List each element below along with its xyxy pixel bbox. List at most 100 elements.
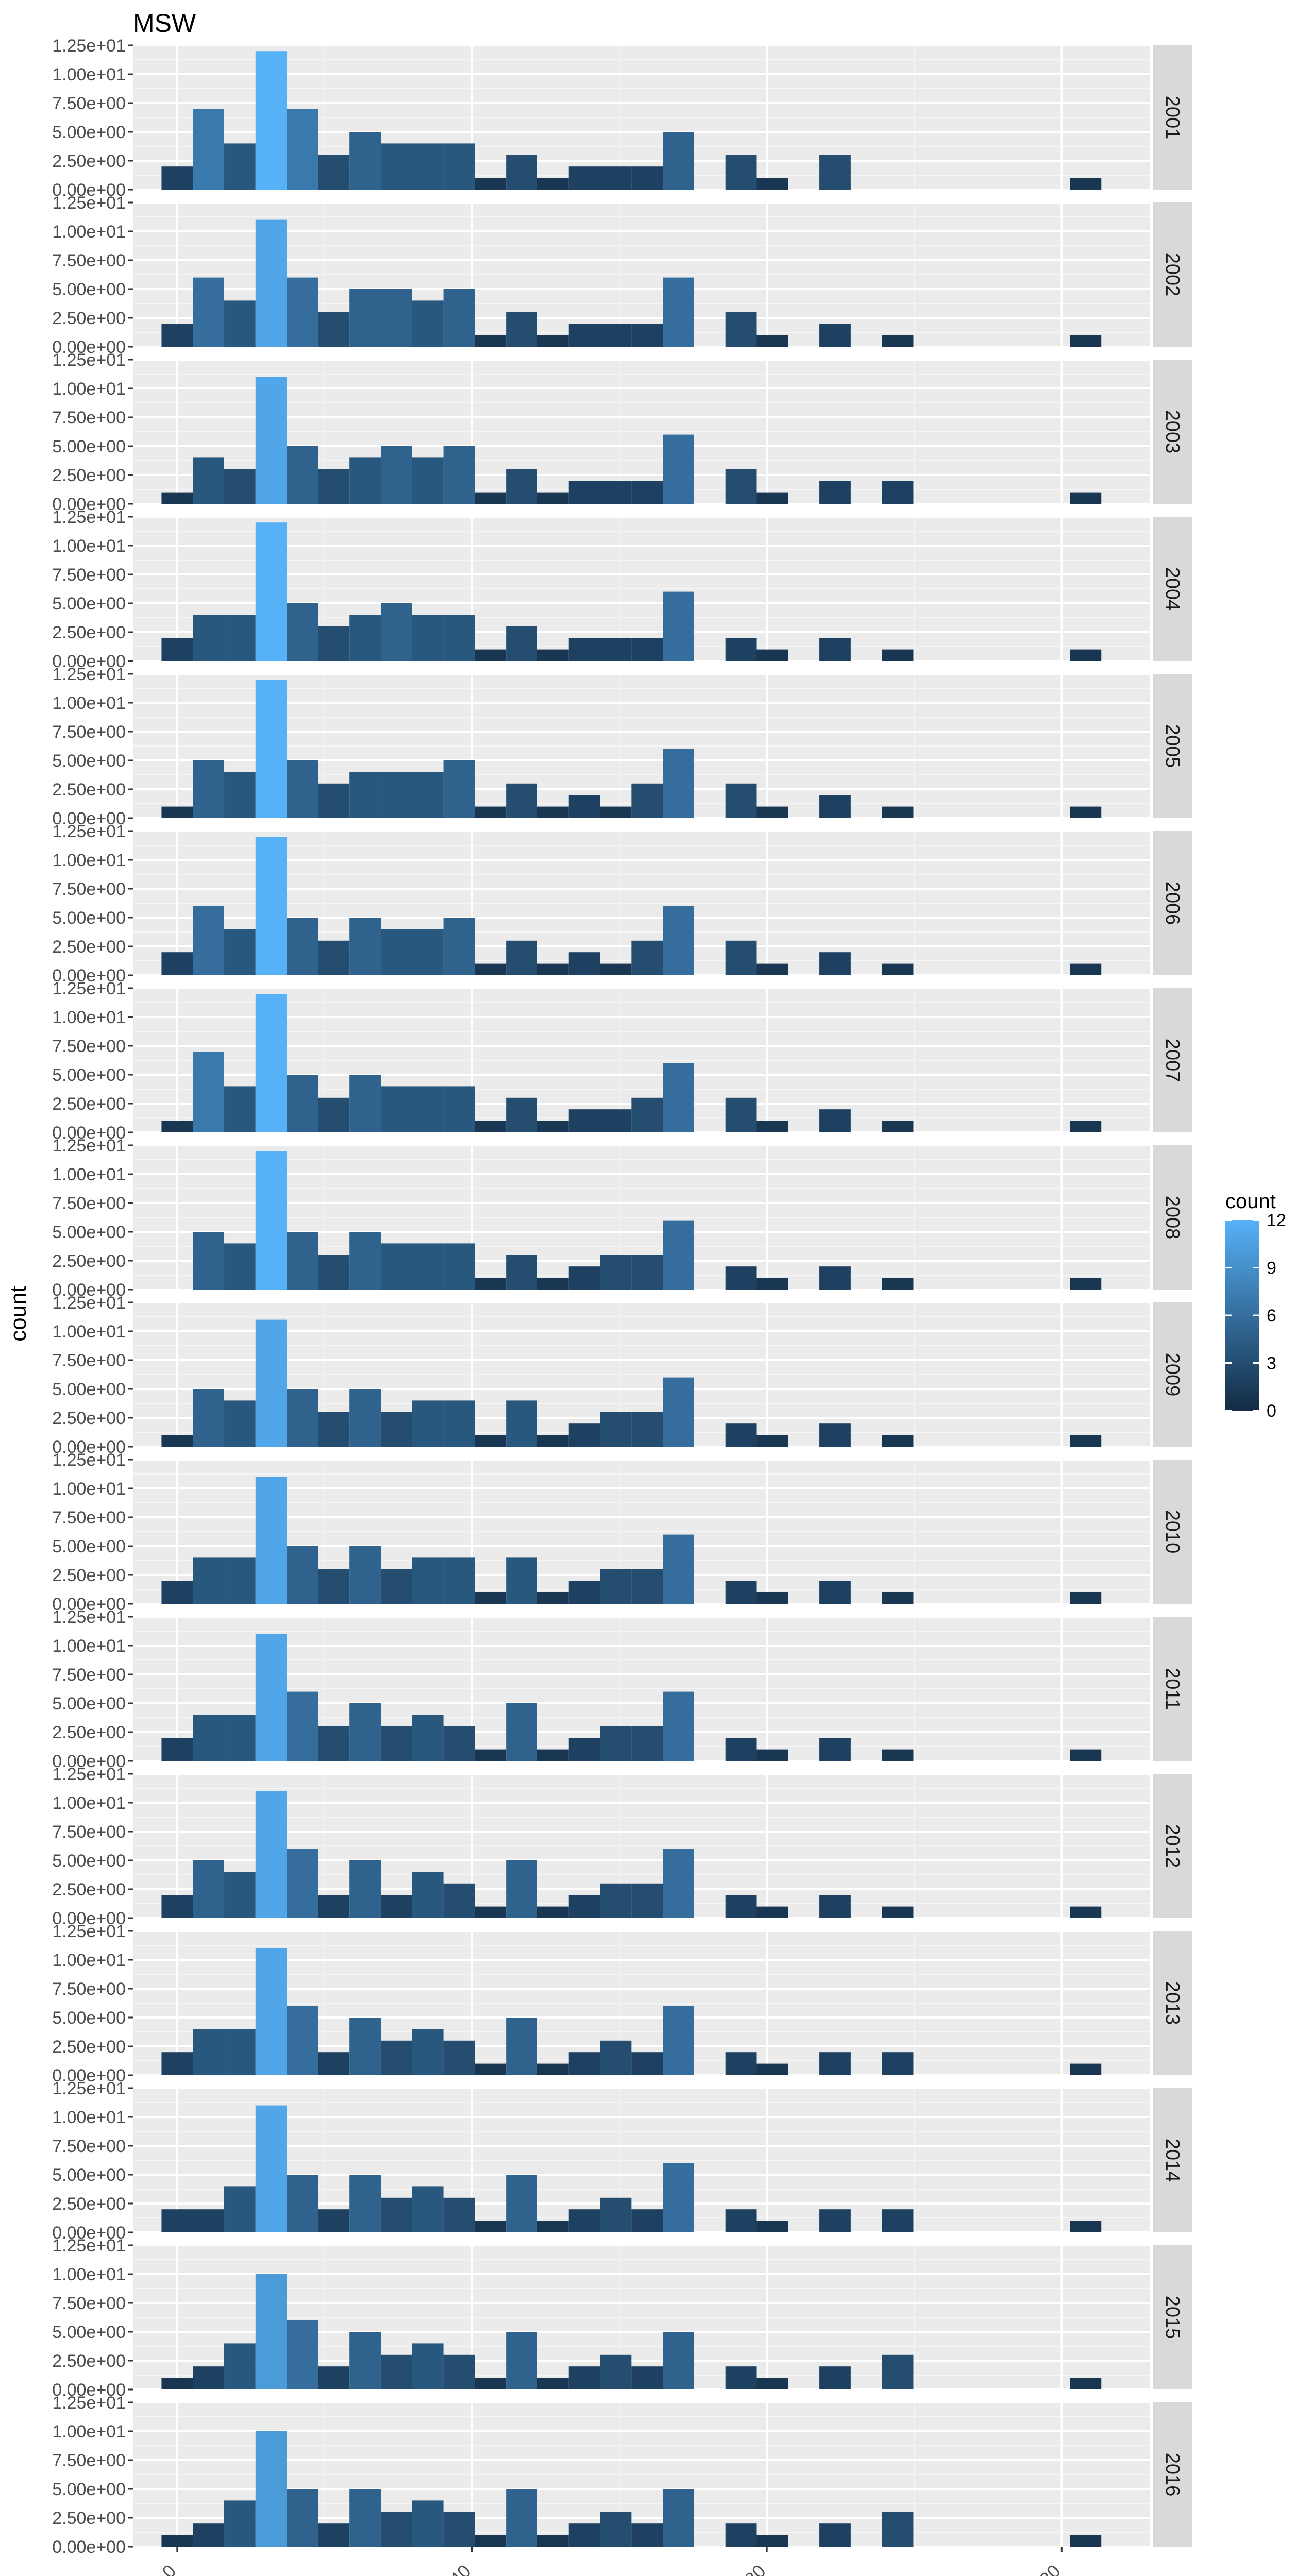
histogram-bar — [443, 1086, 475, 1132]
histogram-bar — [193, 457, 225, 504]
y-tick-label: 5.00e+00 — [52, 751, 126, 771]
histogram-bar — [318, 1895, 350, 1918]
histogram-bar — [380, 1726, 412, 1761]
histogram-bar — [412, 929, 444, 975]
histogram-bar — [882, 1749, 914, 1761]
histogram-bar — [161, 1581, 193, 1604]
histogram-bar — [475, 2063, 507, 2075]
histogram-bar — [568, 1895, 600, 1918]
histogram-bar — [412, 2500, 444, 2547]
histogram-bar — [882, 2512, 914, 2547]
y-tick-label: 2.50e+00 — [52, 309, 126, 328]
histogram-bar — [475, 178, 507, 190]
histogram-bar — [287, 2006, 318, 2075]
histogram-bar — [443, 289, 475, 347]
facet-strip — [1153, 2245, 1192, 2389]
histogram-bar — [412, 2186, 444, 2232]
histogram-bar — [537, 2221, 569, 2232]
histogram-bar — [506, 2332, 537, 2389]
histogram-bar — [756, 806, 788, 818]
histogram-bar — [318, 940, 350, 975]
y-tick-label: 1.00e+01 — [52, 379, 126, 399]
histogram-bar — [600, 1569, 632, 1604]
histogram-bar — [631, 166, 663, 190]
histogram-bar — [193, 615, 225, 661]
histogram-bar — [412, 1557, 444, 1604]
histogram-bar — [1070, 1592, 1102, 1604]
histogram-bar — [224, 2186, 256, 2232]
histogram-bar — [475, 2378, 507, 2389]
histogram-bar — [349, 918, 381, 975]
legend-tick-label: 9 — [1267, 1259, 1276, 1278]
histogram-bar — [443, 446, 475, 504]
histogram-bar — [819, 2209, 851, 2232]
y-tick-label: 0.00e+00 — [52, 1123, 126, 1143]
histogram-bar — [631, 638, 663, 661]
histogram-bar — [537, 335, 569, 347]
histogram-bar — [600, 806, 632, 818]
histogram-bar — [756, 178, 788, 190]
y-tick-label: 5.00e+00 — [52, 1851, 126, 1871]
histogram-bar — [193, 1715, 225, 1761]
histogram-bar — [663, 1063, 694, 1132]
y-tick-label: 1.25e+01 — [52, 1136, 126, 1156]
histogram-bar — [631, 2366, 663, 2389]
histogram-bar — [443, 143, 475, 190]
histogram-bar — [631, 324, 663, 347]
y-tick-label: 2.50e+00 — [52, 2351, 126, 2371]
facet-strip — [1153, 202, 1192, 347]
histogram-bar — [193, 906, 225, 975]
histogram-bar — [287, 760, 318, 818]
histogram-bar — [443, 2040, 475, 2075]
histogram-bar — [443, 615, 475, 661]
histogram-bar — [412, 2343, 444, 2389]
histogram-bar — [537, 1906, 569, 1918]
histogram-bar — [380, 1569, 412, 1604]
histogram-bar — [537, 649, 569, 661]
facet-panel-2013: 0.00e+00 2.50e+00 5.00e+00 7.50e+00 1.00e+01… — [52, 1922, 1192, 2086]
histogram-bar — [819, 1266, 851, 1290]
y-tick-label: 1.00e+01 — [52, 693, 126, 713]
histogram-bar — [287, 2320, 318, 2389]
histogram-bar — [631, 1097, 663, 1132]
y-tick-label: 2.50e+00 — [52, 466, 126, 485]
histogram-bar — [819, 2366, 851, 2389]
facet-panel-2004: 0.00e+00 2.50e+00 5.00e+00 7.50e+00 1.00e+01… — [52, 507, 1192, 671]
histogram-bar — [1070, 178, 1102, 190]
facet-panel-2012: 0.00e+00 2.50e+00 5.00e+00 7.50e+00 1.00e+01… — [52, 1765, 1192, 1928]
histogram-bar — [568, 2366, 600, 2389]
histogram-bar — [287, 2175, 318, 2232]
y-tick-label: 7.50e+00 — [52, 1822, 126, 1842]
y-tick-label: 1.25e+01 — [52, 979, 126, 998]
facet-strip-label: 2002 — [1161, 253, 1183, 297]
histogram-bar — [349, 1860, 381, 1918]
histogram-bar — [475, 492, 507, 504]
histogram-bar — [349, 2018, 381, 2075]
histogram-bar — [663, 1849, 694, 1918]
histogram-bar — [600, 324, 632, 347]
histogram-bar — [537, 2063, 569, 2075]
histogram-bar — [161, 2535, 193, 2547]
y-tick-label: 7.50e+00 — [52, 565, 126, 585]
y-tick-label: 1.25e+01 — [52, 1922, 126, 1941]
histogram-bar — [318, 1569, 350, 1604]
histogram-bar — [725, 1423, 757, 1447]
histogram-bar — [631, 2052, 663, 2075]
histogram-bar — [475, 806, 507, 818]
histogram-bar — [725, 1266, 757, 1290]
facet-strip-label: 2004 — [1161, 567, 1183, 611]
y-tick-label: 1.25e+01 — [52, 1450, 126, 1470]
histogram-bar — [882, 1592, 914, 1604]
histogram-bar — [349, 457, 381, 504]
histogram-bar — [255, 1477, 287, 1604]
histogram-bar — [506, 1557, 537, 1604]
histogram-bar — [756, 2535, 788, 2547]
histogram-bar — [756, 1749, 788, 1761]
facet-strip-label: 2008 — [1161, 1196, 1183, 1240]
facet-panel-2007: 0.00e+00 2.50e+00 5.00e+00 7.50e+00 1.00e+01… — [52, 979, 1192, 1143]
facet-panel-2015: 0.00e+00 2.50e+00 5.00e+00 7.50e+00 1.00e+01… — [52, 2236, 1192, 2400]
y-tick-label: 0.00e+00 — [52, 652, 126, 671]
histogram-bar — [412, 457, 444, 504]
y-tick-label: 0.00e+00 — [52, 2380, 126, 2400]
histogram-bar — [756, 335, 788, 347]
